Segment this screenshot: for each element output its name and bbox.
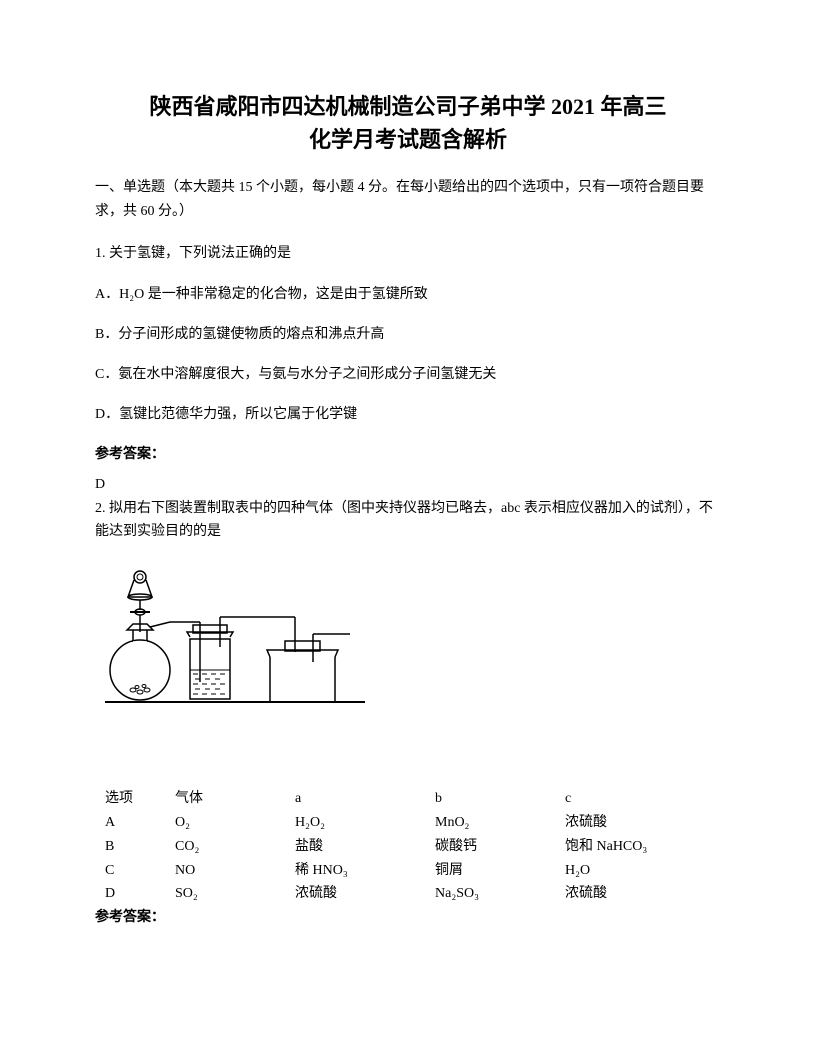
cell: MnO₂ [435, 811, 565, 835]
th-option: 选项 [95, 787, 175, 811]
table-row: D SO₂ 浓硫酸 Na₂SO₃ 浓硫酸 [95, 882, 721, 906]
title-line1: 陕西省咸阳市四达机械制造公司子弟中学 2021 年高三 [95, 90, 721, 123]
apparatus-diagram [95, 562, 721, 767]
cell: 盐酸 [295, 835, 435, 859]
table-row: B CO₂ 盐酸 碳酸钙 饱和 NaHCO₃ [95, 835, 721, 859]
cell: C [95, 859, 175, 883]
table-header-row: 选项 气体 a b c [95, 787, 721, 811]
chemistry-apparatus-svg [95, 562, 375, 762]
cell: D [95, 882, 175, 906]
cell: 碳酸钙 [435, 835, 565, 859]
title-line2: 化学月考试题含解析 [95, 123, 721, 156]
cell: O₂ [175, 811, 295, 835]
q2-answer-label: 参考答案： [95, 906, 721, 926]
q1-answer-label: 参考答案： [95, 443, 721, 463]
cell: 浓硫酸 [565, 811, 705, 835]
cell: 浓硫酸 [565, 882, 705, 906]
q1-optD: D．氢键比范德华力强，所以它属于化学键 [95, 403, 721, 427]
cell: 铜屑 [435, 859, 565, 883]
section-header: 一、单选题（本大题共 15 个小题，每小题 4 分。在每小题给出的四个选项中，只… [95, 176, 721, 224]
options-table: 选项 气体 a b c A O₂ H₂O₂ MnO₂ 浓硫酸 B CO₂ 盐酸 … [95, 787, 721, 906]
q1-optB: B．分子间形成的氢键使物质的熔点和沸点升高 [95, 323, 721, 347]
exam-title: 陕西省咸阳市四达机械制造公司子弟中学 2021 年高三 化学月考试题含解析 [95, 90, 721, 156]
q1-optA: A．H₂O 是一种非常稳定的化合物，这是由于氢键所致 [95, 283, 721, 307]
cell: SO₂ [175, 882, 295, 906]
cell: 稀 HNO₃ [295, 859, 435, 883]
cell: A [95, 811, 175, 835]
cell: H₂O₂ [295, 811, 435, 835]
cell: CO₂ [175, 835, 295, 859]
q2-stem: 2. 拟用右下图装置制取表中的四种气体（图中夹持仪器均已略去，abc 表示相应仪… [95, 497, 721, 545]
table-row: C NO 稀 HNO₃ 铜屑 H₂O [95, 859, 721, 883]
th-gas: 气体 [175, 787, 295, 811]
q1-answer: D [95, 477, 721, 493]
th-b: b [435, 787, 565, 811]
q1-stem: 1. 关于氢键，下列说法正确的是 [95, 242, 721, 266]
cell: NO [175, 859, 295, 883]
th-c: c [565, 787, 705, 811]
cell: 浓硫酸 [295, 882, 435, 906]
cell: Na₂SO₃ [435, 882, 565, 906]
cell: H₂O [565, 859, 705, 883]
cell: 饱和 NaHCO₃ [565, 835, 705, 859]
q1-optC: C．氨在水中溶解度很大，与氨与水分子之间形成分子间氢键无关 [95, 363, 721, 387]
table-row: A O₂ H₂O₂ MnO₂ 浓硫酸 [95, 811, 721, 835]
th-a: a [295, 787, 435, 811]
cell: B [95, 835, 175, 859]
